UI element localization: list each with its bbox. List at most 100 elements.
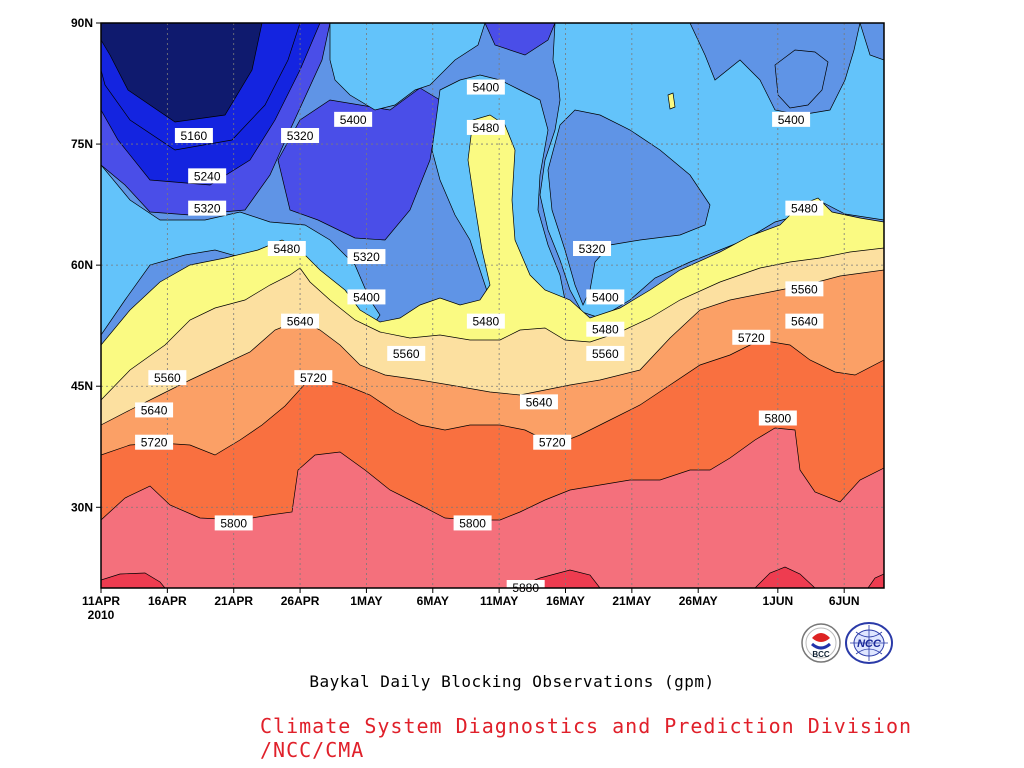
y-tick-label: 75N	[71, 137, 93, 151]
contour-label-text: 5640	[526, 395, 553, 409]
credit-text: Climate System Diagnostics and Predictio…	[260, 714, 913, 762]
contour-label-bg	[214, 515, 253, 531]
contour-label-text: 5400	[340, 113, 367, 127]
contour-label: 5560	[785, 281, 824, 297]
contour-label-bg	[785, 200, 824, 216]
x-tick-label: 6MAY	[417, 594, 449, 608]
contour-label: 5800	[453, 515, 492, 531]
contour-label: 5640	[135, 402, 174, 418]
plot-frame	[100, 22, 885, 589]
contour-label-text: 5640	[791, 315, 818, 329]
contour-label-bg	[347, 289, 386, 305]
contour-label-text: 5720	[539, 436, 566, 450]
contour-band-5880	[754, 566, 816, 588]
contour-label: 5800	[214, 515, 253, 531]
contour-label-text: 5560	[154, 371, 181, 385]
x-year-label: 2010	[88, 608, 115, 622]
contour-label: 5800	[758, 410, 797, 426]
contour-label-bg	[732, 329, 771, 345]
contour-label-text: 5320	[287, 129, 314, 143]
contour-label: 5400	[334, 111, 373, 127]
contour-label: 5720	[533, 434, 572, 450]
contour-label-bg	[586, 321, 625, 337]
contour-label: 5560	[148, 370, 187, 386]
contour-label: 5320	[188, 200, 227, 216]
contour-label-bg	[188, 168, 227, 184]
contour-label: 5720	[294, 370, 333, 386]
contour-fills	[101, 23, 884, 588]
y-tick-label: 60N	[71, 258, 93, 272]
contour-label: 5480	[785, 200, 824, 216]
bcc-logo-icon: BCC	[801, 623, 841, 663]
ncc-logo-icon: NCC	[845, 622, 893, 664]
contour-label-text: 5800	[764, 412, 791, 426]
contour-label-bg	[347, 249, 386, 265]
y-tick-label: 30N	[71, 500, 93, 514]
contour-label-bg	[453, 515, 492, 531]
contour-label-text: 5800	[459, 516, 486, 530]
contour-label: 5560	[387, 345, 426, 361]
contour-band-5800	[101, 427, 884, 588]
contour-label-bg	[785, 281, 824, 297]
contour-label-bg	[188, 200, 227, 216]
contour-label-bg	[148, 370, 187, 386]
x-tick-label: 1MAY	[350, 594, 382, 608]
ncc-logo-text: NCC	[857, 638, 882, 650]
y-tick-label: 45N	[71, 379, 93, 393]
contour-band-5240	[484, 23, 556, 56]
contour-label: 5480	[466, 313, 505, 329]
contour-label-text: 5480	[592, 323, 619, 337]
contour-band-5320	[774, 49, 829, 109]
contour-labels: 5160 5240 5320 5320 5400 5400 5480 5480 5320 5400…	[135, 79, 824, 595]
contour-label-text: 5480	[273, 242, 300, 256]
contour-label-text: 5480	[473, 121, 500, 135]
contour-label: 5320	[573, 241, 612, 256]
contour-label-text: 5320	[353, 250, 380, 264]
bcc-logo-text: BCC	[812, 650, 830, 659]
contour-label-text: 5640	[287, 315, 314, 329]
contour-label: 5400	[466, 79, 505, 95]
contour-label-bg	[135, 402, 174, 418]
contour-label-text: 5640	[141, 403, 168, 417]
x-tick-label: 26APR	[281, 594, 320, 608]
contour-label-bg	[466, 313, 505, 329]
contour-label-text: 5160	[181, 129, 208, 143]
chart-title: Baykal Daily Blocking Observations (gpm)	[309, 672, 715, 691]
contour-label-text: 5800	[220, 516, 247, 530]
contour-label-bg	[334, 111, 373, 127]
contour-label-text: 5720	[141, 436, 168, 450]
x-tick-label: 11APR	[82, 594, 120, 608]
contour-label: 5720	[732, 329, 771, 345]
contour-label: 5480	[466, 119, 505, 135]
contour-band-5880	[867, 573, 884, 588]
contour-label-text: 5480	[473, 315, 500, 329]
contour-label: 5480	[586, 321, 625, 337]
contour-label-text: 5560	[592, 347, 619, 361]
contour-label-bg	[785, 313, 824, 329]
contour-label-bg	[573, 241, 612, 256]
y-tick-label: 90N	[71, 16, 93, 30]
contour-label: 5400	[772, 111, 811, 127]
contour-label-bg	[281, 128, 320, 143]
contour-band-lt5160	[101, 23, 263, 123]
contour-label-bg	[387, 345, 426, 361]
contour-label-text: 5320	[194, 202, 221, 216]
x-tick-label: 26MAY	[679, 594, 718, 608]
contour-label-bg	[533, 434, 572, 450]
contour-label-text: 5560	[791, 282, 818, 296]
contour-label-text: 5320	[579, 242, 606, 256]
contour-band-5320	[859, 23, 884, 61]
contour-label: 5400	[586, 289, 625, 305]
contour-label-bg	[586, 345, 625, 361]
contour-label-bg	[294, 370, 333, 386]
contour-label: 5720	[135, 434, 174, 450]
x-tick-label: 11MAY	[480, 594, 518, 608]
contour-label: 5240	[188, 168, 227, 184]
contour-label: 5400	[347, 289, 386, 305]
contour-label-bg	[519, 394, 558, 410]
contour-label-bg	[466, 119, 505, 135]
contour-label-text: 5560	[393, 347, 420, 361]
contour-label-bg	[758, 410, 797, 426]
contour-label-bg	[772, 111, 811, 127]
